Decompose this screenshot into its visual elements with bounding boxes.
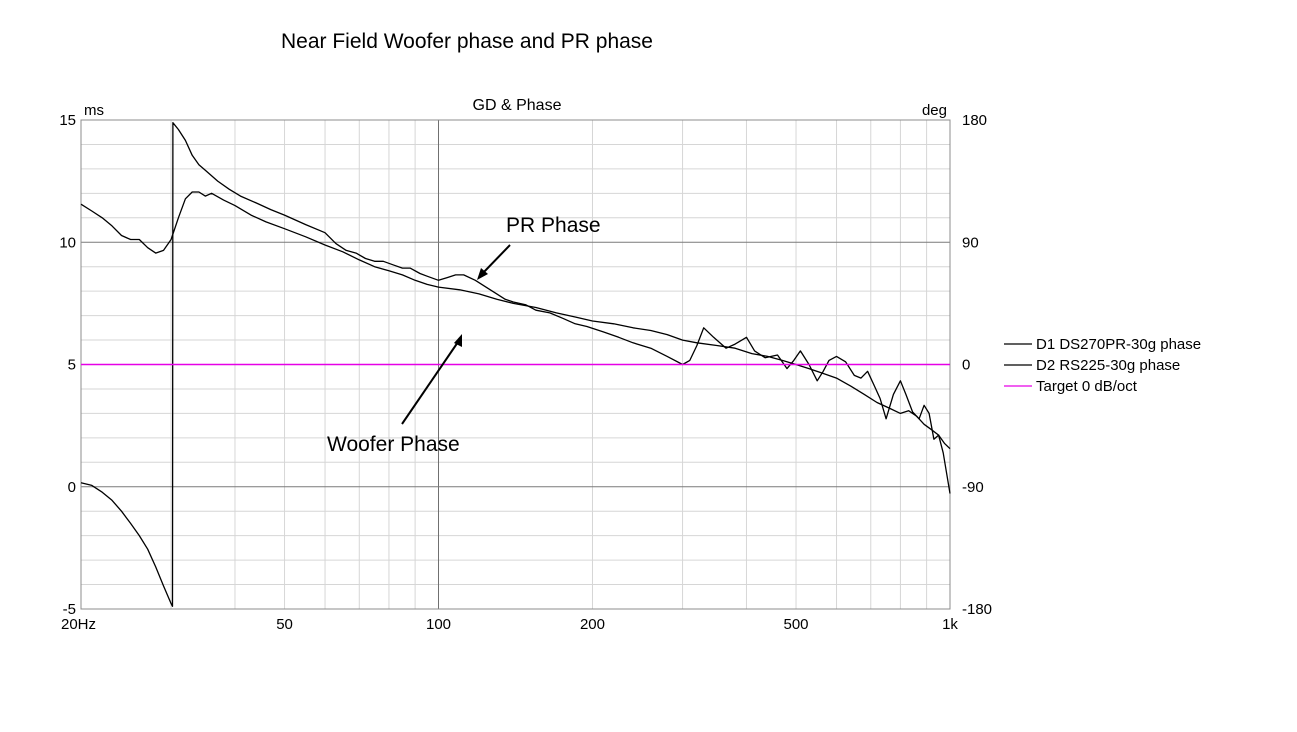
x-tick-label: 500 xyxy=(784,616,809,633)
left-y-tick-label: -5 xyxy=(63,601,76,618)
annotation-woofer-phase-arrow xyxy=(401,341,459,425)
x-tick-label: 100 xyxy=(426,616,451,633)
series-d1-ds270pr-phase xyxy=(80,122,951,607)
series-d2-rs225-phase xyxy=(80,191,951,450)
right-y-tick-label: 0 xyxy=(962,357,970,374)
annotation-pr-phase-arrowhead xyxy=(477,268,488,280)
left-y-tick-label: 10 xyxy=(59,234,76,251)
annotation-pr-phase: PR Phase xyxy=(477,214,601,280)
right-y-tick-label: 90 xyxy=(962,234,979,251)
x-tick-label: 200 xyxy=(580,616,605,633)
x-tick-label: 20Hz xyxy=(61,616,96,633)
x-tick-label: 50 xyxy=(276,616,293,633)
annotation-woofer-phase-arrowhead xyxy=(454,334,462,347)
series-layer xyxy=(80,122,951,607)
right-y-tick-label: -180 xyxy=(962,601,992,618)
legend-label-d1: D1 DS270PR-30g phase xyxy=(1036,336,1201,353)
x-tick-label: 1k xyxy=(942,616,958,633)
right-y-tick-label: -90 xyxy=(962,479,984,496)
slide-title: Near Field Woofer phase and PR phase xyxy=(281,30,653,53)
annotation-pr-phase-label: PR Phase xyxy=(506,214,601,237)
left-y-tick-label: 5 xyxy=(68,357,76,374)
annotation-woofer-phase: Woofer Phase xyxy=(327,334,462,456)
annotation-woofer-phase-label: Woofer Phase xyxy=(327,433,460,456)
left-y-tick-label: 15 xyxy=(59,112,76,129)
chart-title: GD & Phase xyxy=(473,97,562,114)
legend: D1 DS270PR-30g phase D2 RS225-30g phase … xyxy=(1004,336,1201,395)
right-y-tick-label: 180 xyxy=(962,112,987,129)
left-axis-unit: ms xyxy=(84,102,104,119)
annotation-pr-phase-arrow xyxy=(481,244,511,275)
right-axis-unit: deg xyxy=(922,102,947,119)
legend-label-target: Target 0 dB/oct xyxy=(1036,378,1138,395)
left-y-tick-label: 0 xyxy=(68,479,76,496)
legend-label-d2: D2 RS225-30g phase xyxy=(1036,357,1180,374)
